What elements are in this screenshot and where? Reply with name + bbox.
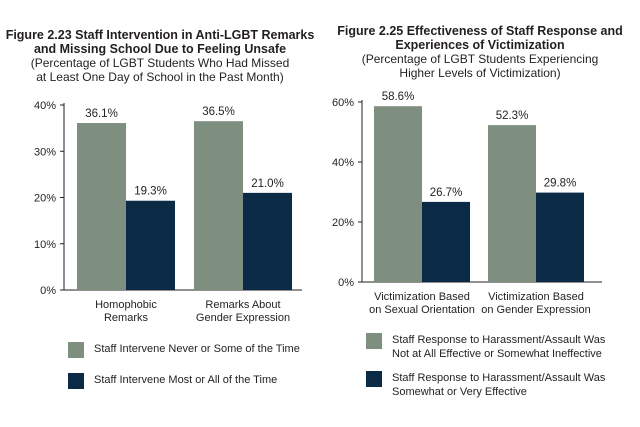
data-label: 36.1% (85, 108, 118, 120)
legend-item: Staff Intervene Most or All of the Time (68, 373, 318, 389)
legend-label: Staff Response to Harassment/Assault Was… (392, 333, 605, 361)
data-label: 58.6% (382, 91, 415, 103)
legend-label-line: Staff Response to Harassment/Assault Was (392, 334, 606, 346)
y-tick-label: 20% (332, 217, 354, 229)
bar (536, 192, 584, 282)
chart-title-line: Experiences of Victimization (395, 38, 565, 52)
chart-subtitle-line: (Percentage of LGBT Students Who Had Mis… (30, 56, 290, 70)
legend-label: Staff Intervene Most or All of the Time (94, 373, 277, 387)
figure-2-23: Figure 2.23 Staff Intervention in Anti-L… (0, 28, 320, 389)
chart-subtitle-line: Higher Levels of Victimization) (399, 66, 561, 80)
bar-chart-svg: 0% 20% 40% 60% 58.6% 26.7% Victimization Based… (332, 91, 602, 316)
y-tick-label: 30% (34, 146, 56, 158)
x-tick-label: Victimization Based (488, 291, 584, 303)
y-tick-label: 20% (34, 193, 56, 205)
data-label: 19.3% (134, 186, 167, 198)
bar-chart-svg: 0%10%20%30%40%36.1%19.3%HomophobicRemark… (34, 100, 302, 324)
y-tick-label: 10% (34, 239, 56, 251)
bar (422, 201, 470, 282)
x-tick-label: on Sexual Orientation (369, 304, 475, 316)
chart-subtitle-line: at Least One Day of School in the Past M… (36, 70, 284, 84)
legend-label-line: Staff Intervene Most or All of the Time (94, 374, 278, 386)
legend-swatch (68, 342, 84, 358)
data-label: 29.8% (544, 178, 577, 190)
chart-title-block: Figure 2.23 Staff Intervention in Anti-L… (0, 28, 320, 84)
data-label: 26.7% (430, 187, 463, 199)
y-tick-label: 40% (34, 100, 56, 112)
legend-swatch (68, 373, 84, 389)
legend-label: Staff Response to Harassment/Assault Was… (392, 371, 605, 399)
chart-title-line: Figure 2.23 Staff Intervention in Anti-L… (5, 28, 315, 42)
bar (77, 123, 126, 290)
y-tick-label: 60% (332, 97, 354, 109)
legend-swatch (366, 333, 382, 349)
data-label: 21.0% (251, 178, 284, 190)
legend-item: Staff Response to Harassment/Assault Was… (366, 333, 636, 361)
bar (488, 125, 536, 282)
x-tick-label: Remarks About (205, 299, 280, 311)
legend-label-line: Staff Intervene Never or Some of the Tim… (94, 343, 300, 355)
chart-title-line: and Missing School Due to Feeling Unsafe (33, 42, 287, 56)
figure-2-25: Figure 2.25 Effectiveness of Staff Respo… (320, 0, 640, 427)
legend-label-line: Somewhat or Very Effective (392, 386, 527, 398)
x-tick-label: on Gender Expression (481, 304, 590, 316)
bar (243, 192, 292, 290)
legend-label: Staff Intervene Never or Some of the Tim… (94, 342, 300, 356)
x-tick-label: Gender Expression (196, 312, 290, 324)
x-tick-label: Homophobic (95, 299, 157, 311)
legend-label-line: Not at All Effective or Somewhat Ineffec… (392, 348, 602, 360)
legend-item: Staff Response to Harassment/Assault Was… (366, 371, 636, 399)
bar (126, 200, 175, 290)
legend-item: Staff Intervene Never or Some of the Tim… (68, 342, 318, 358)
y-tick-label: 0% (40, 285, 56, 297)
bar (194, 121, 243, 290)
chart-title-block: Figure 2.25 Effectiveness of Staff Respo… (320, 24, 640, 80)
data-label: 52.3% (496, 110, 529, 122)
y-tick-label: 40% (332, 157, 354, 169)
data-label: 36.5% (202, 106, 235, 118)
chart-subtitle-line: (Percentage of LGBT Students Experiencin… (361, 52, 599, 66)
bar (374, 106, 422, 282)
y-tick-label: 0% (338, 277, 354, 289)
legend-label-line: Staff Response to Harassment/Assault Was (392, 372, 606, 384)
legend-swatch (366, 371, 382, 387)
x-tick-label: Victimization Based (374, 291, 470, 303)
x-tick-label: Remarks (104, 312, 149, 324)
chart-title-line: Figure 2.25 Effectiveness of Staff Respo… (337, 24, 623, 38)
